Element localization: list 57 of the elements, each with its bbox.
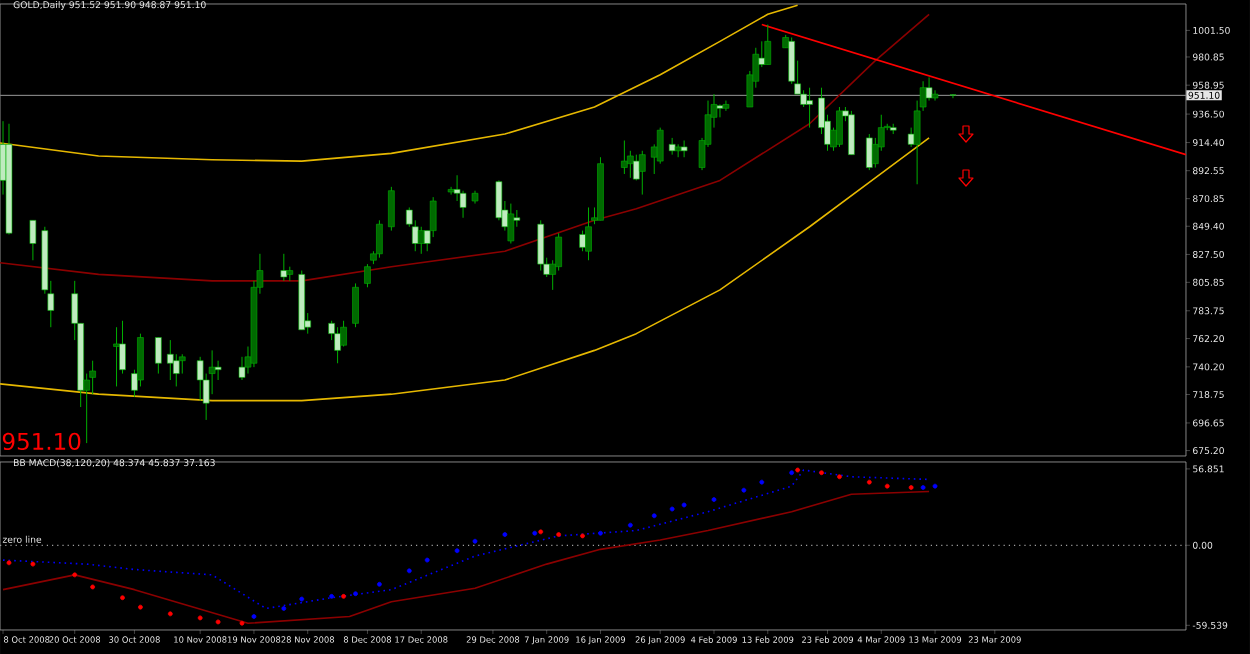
candlestick (722, 100, 730, 112)
candlestick (352, 282, 359, 328)
point (651, 513, 657, 519)
candlestick (429, 196, 437, 238)
point (454, 548, 460, 554)
point (884, 483, 890, 489)
point (472, 538, 478, 544)
line-series (0, 13, 930, 282)
point (932, 483, 938, 489)
candlestick (388, 186, 395, 232)
point (741, 487, 747, 493)
point (197, 615, 203, 621)
annotation: 951.10 (2, 432, 81, 451)
candlestick (764, 24, 772, 66)
point (329, 593, 335, 599)
candlestick (364, 263, 371, 288)
point (72, 572, 78, 578)
line-series (2, 490, 930, 625)
candlestick (716, 103, 724, 118)
line-series (2, 469, 930, 610)
point (532, 530, 538, 536)
candlestick (280, 253, 288, 282)
candlestick (585, 206, 592, 261)
candlestick (29, 219, 37, 261)
candlestick (866, 133, 873, 171)
candlestick (931, 89, 939, 102)
candlestick (537, 219, 545, 272)
point (30, 561, 36, 567)
candlestick (155, 337, 162, 375)
candlestick (214, 360, 222, 381)
point (167, 611, 173, 617)
candlestick (680, 139, 688, 158)
point (669, 506, 675, 512)
candlestick (376, 219, 383, 259)
point (239, 620, 245, 626)
point (215, 619, 221, 625)
candlestick (836, 106, 843, 148)
point (406, 568, 412, 574)
candlestick (806, 87, 813, 129)
point (6, 560, 12, 566)
point (711, 497, 717, 503)
candlestick (334, 326, 341, 364)
point (795, 467, 801, 473)
line-series (0, 137, 930, 402)
candlestick (848, 110, 855, 156)
candlestick (507, 203, 515, 245)
candlestick (949, 93, 957, 99)
candlestick (167, 339, 174, 381)
candlestick (447, 186, 455, 196)
point (424, 557, 430, 563)
candlestick (639, 150, 646, 196)
candlestick (417, 226, 425, 255)
point (299, 596, 305, 602)
candlestick (925, 76, 933, 102)
candlestick (113, 326, 120, 387)
candlestick (621, 139, 628, 175)
candlestick (579, 230, 586, 252)
